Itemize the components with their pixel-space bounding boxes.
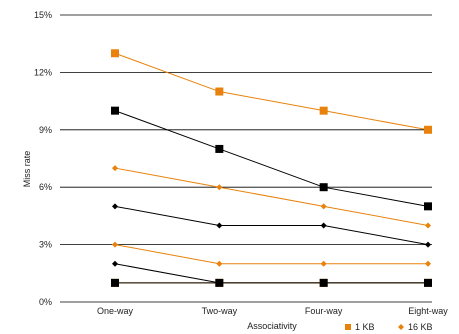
y-tick-labels: 0% 3% 6% 9% 12% 15% [34,10,52,307]
data-point [216,184,223,191]
series-line [114,205,429,246]
data-point [320,203,327,210]
data-point [112,165,118,172]
series-line [114,167,429,226]
series-group [111,49,432,287]
series-line [114,263,428,284]
data-point [215,87,224,96]
series-4 [112,203,431,248]
series-5 [112,241,431,267]
series-line [114,52,429,131]
legend: 1 KB 16 KB [345,322,433,332]
data-point [319,278,328,287]
series-line [114,110,429,207]
data-point [319,106,328,115]
x-tick-label: Two-way [202,306,238,316]
data-point [425,260,431,267]
data-point [424,202,432,211]
data-point [215,144,224,153]
legend-marker [398,324,404,330]
x-tick-label: One-way [97,306,134,316]
y-tick-label: 3% [39,240,52,250]
y-tick-label: 6% [39,182,52,192]
data-point [425,222,431,229]
data-point [320,222,327,229]
y-axis-label: Miss rate [22,151,32,188]
data-point [215,278,224,287]
legend-marker [345,324,351,330]
x-axis-label: Associativity [247,321,297,331]
data-point [112,260,118,267]
series-line [114,244,428,265]
series-8 [111,278,432,287]
grid-lines [60,14,432,303]
x-tick-label: Four-way [305,306,343,316]
data-point [424,278,432,287]
y-tick-label: 9% [39,125,52,135]
data-point [216,222,223,229]
y-tick-label: 0% [39,297,52,307]
legend-label: 16 KB [408,322,433,332]
y-tick-label: 15% [34,10,52,20]
x-tick-label: Eight-way [408,306,448,316]
series-2 [111,106,432,211]
data-point [424,125,432,134]
data-point [111,278,119,287]
legend-label: 1 KB [355,322,375,332]
x-tick-labels: One-way Two-way Four-way Eight-way [97,306,448,316]
series-3 [112,165,431,229]
series-6 [112,260,431,286]
data-point [216,260,223,267]
data-point [425,241,431,248]
series-1 [111,49,432,134]
data-point [320,260,327,267]
y-tick-label: 12% [34,67,52,77]
data-point [319,183,328,192]
data-point [112,203,118,210]
data-point [112,241,118,248]
data-point [111,106,119,115]
data-point [111,49,119,58]
